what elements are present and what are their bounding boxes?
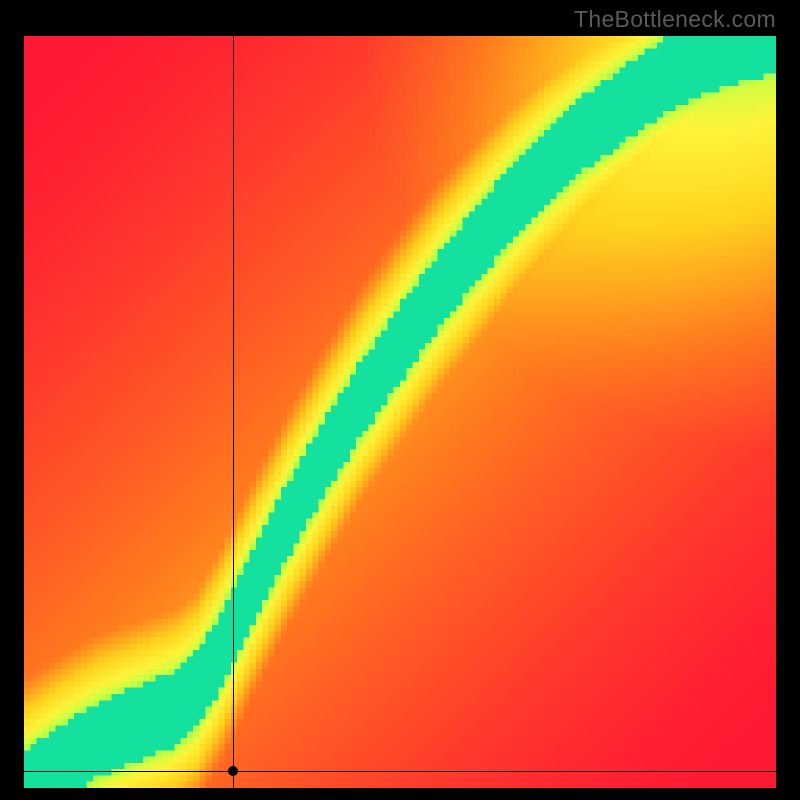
watermark-text: TheBottleneck.com xyxy=(574,6,776,33)
heatmap-canvas xyxy=(24,36,776,788)
crosshair-vertical xyxy=(233,36,234,788)
crosshair-marker xyxy=(228,766,238,776)
heatmap-plot xyxy=(24,36,776,788)
crosshair-horizontal xyxy=(24,771,776,772)
